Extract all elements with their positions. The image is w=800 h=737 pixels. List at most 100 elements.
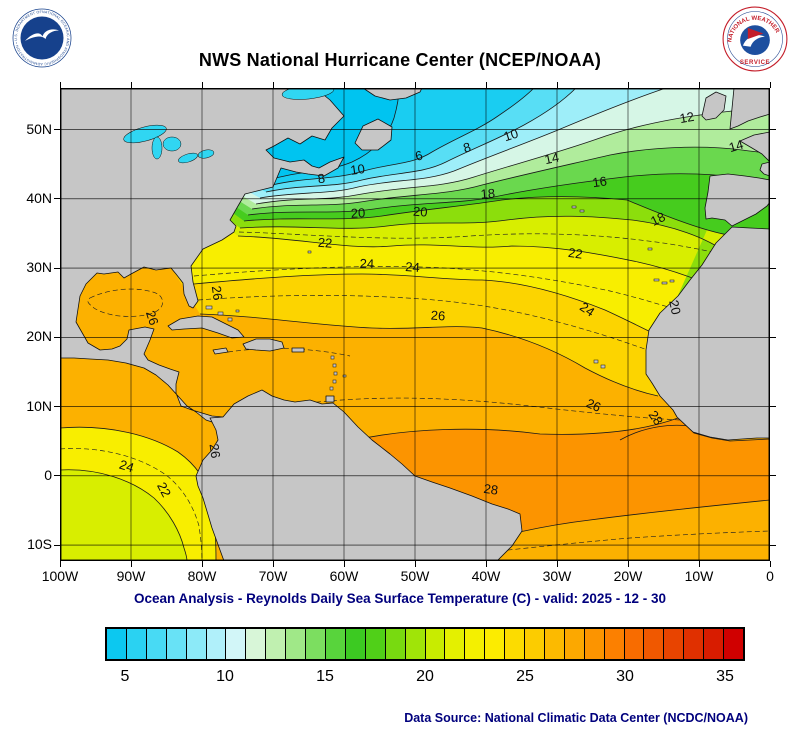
pacific-band-22 bbox=[60, 469, 187, 561]
contour-label: 26 bbox=[143, 309, 162, 327]
contour-label: 24 bbox=[117, 457, 135, 476]
colorbar-cell bbox=[564, 629, 585, 659]
noaa-logo-disc bbox=[20, 16, 64, 60]
axis-tick bbox=[770, 475, 776, 477]
axis-tick bbox=[556, 561, 558, 567]
colorbar-cell bbox=[385, 629, 406, 659]
island bbox=[227, 317, 233, 322]
contour-10 bbox=[259, 87, 667, 199]
contour-label: 8 bbox=[461, 139, 472, 155]
contour-label: 26 bbox=[584, 395, 603, 415]
colorbar-tick-label: 25 bbox=[516, 668, 534, 685]
island bbox=[571, 205, 577, 209]
contour-dashed bbox=[59, 448, 203, 562]
colorbar-cell bbox=[644, 629, 665, 659]
contour-label: 26 bbox=[207, 443, 224, 459]
colorbar-cell bbox=[345, 629, 366, 659]
contour-label: 18 bbox=[648, 209, 668, 229]
island bbox=[307, 250, 312, 254]
axis-tick bbox=[485, 561, 487, 567]
lon-tick-label: 20W bbox=[613, 568, 643, 584]
colorbar-tick-label: 20 bbox=[416, 668, 434, 685]
noaa-logo: NATIONAL OCEANIC AND ATMOSPHERIC ADMINIS… bbox=[12, 8, 72, 68]
colorbar-tick-label: 15 bbox=[316, 668, 334, 685]
colorbar-tick-label: 10 bbox=[216, 668, 234, 685]
island bbox=[330, 355, 335, 360]
island bbox=[647, 247, 653, 251]
lon-tick-label: 40W bbox=[471, 568, 501, 584]
island bbox=[333, 371, 338, 376]
lon-tick-label: 90W bbox=[116, 568, 146, 584]
lat-tick-label: 10N bbox=[26, 397, 52, 414]
colorbar-tick-labels: 5 10 15 20 25 30 35 bbox=[0, 668, 800, 690]
colorbar-cell bbox=[266, 629, 287, 659]
colorbar-cell bbox=[584, 629, 605, 659]
colorbar-tick-label: 5 bbox=[120, 668, 130, 685]
data-source: Data Source: National Climatic Data Cent… bbox=[404, 711, 748, 725]
axis-tick bbox=[343, 561, 345, 567]
colorbar-cell bbox=[306, 629, 326, 659]
lon-tick-label: 100W bbox=[41, 568, 79, 584]
colorbar-cell bbox=[425, 629, 446, 659]
island bbox=[332, 379, 337, 384]
axis-tick bbox=[698, 561, 700, 567]
contour-label: 28 bbox=[645, 408, 666, 428]
landmass bbox=[167, 315, 245, 339]
axis-tick bbox=[769, 561, 771, 567]
map-caption: Ocean Analysis - Reynolds Daily Sea Surf… bbox=[134, 591, 666, 606]
nws-swirl-icon bbox=[742, 35, 765, 47]
colorbar-cell bbox=[604, 629, 625, 659]
contour-label: 12 bbox=[678, 109, 695, 126]
contour-label: 14 bbox=[727, 137, 745, 155]
landmass bbox=[212, 347, 229, 355]
axis-tick bbox=[414, 561, 416, 567]
lon-tick-label: 0 bbox=[766, 568, 774, 584]
lat-tick-label: 30N bbox=[26, 259, 52, 276]
colorbar-cell bbox=[664, 629, 685, 659]
contour-14 bbox=[251, 146, 771, 210]
contour-label: 20 bbox=[666, 299, 684, 316]
sst-map: 6 8 8 10 10 12 14 14 16 18 18 20 20 20 22 22 24 24 24 26 26 2… bbox=[59, 84, 771, 562]
sst-map-canvas: 6 8 8 10 10 12 14 14 16 18 18 20 20 20 22 22 24 24 24 26 26 2… bbox=[59, 84, 771, 562]
colorbar-cell bbox=[465, 629, 486, 659]
landmass bbox=[291, 347, 305, 353]
contour-label: 8 bbox=[317, 171, 326, 187]
colorbar-cell bbox=[166, 629, 187, 659]
colorbar-cell bbox=[286, 629, 307, 659]
colorbar-cell bbox=[485, 629, 506, 659]
colorbar-cell bbox=[684, 629, 705, 659]
colorbar-cell bbox=[246, 629, 267, 659]
axis-tick bbox=[770, 336, 776, 338]
lon-tick-label: 60W bbox=[329, 568, 359, 584]
contour-dashed bbox=[193, 266, 771, 336]
axis-tick bbox=[59, 561, 61, 567]
nws-logo-inner-ring bbox=[727, 11, 783, 67]
colorbar-cell bbox=[146, 629, 167, 659]
axis-tick bbox=[770, 129, 776, 131]
island bbox=[332, 363, 337, 368]
colorbar-cell bbox=[445, 629, 466, 659]
contour-label: 6 bbox=[414, 147, 425, 163]
noaa-gull-icon bbox=[25, 29, 59, 41]
colorbar-cell bbox=[525, 629, 545, 659]
axis-tick bbox=[201, 561, 203, 567]
nws-logo: NATIONAL WEATHER SERVICE bbox=[722, 6, 788, 72]
lon-tick-label: 70W bbox=[258, 568, 288, 584]
contour-dashed bbox=[299, 397, 681, 421]
island bbox=[342, 374, 347, 378]
island bbox=[329, 386, 334, 391]
axis-tick bbox=[627, 561, 629, 567]
colorbar-cell bbox=[107, 629, 127, 659]
contour-8 bbox=[265, 87, 577, 193]
island bbox=[661, 281, 668, 285]
landmass bbox=[645, 226, 771, 441]
nws-pennant-icon bbox=[747, 28, 764, 39]
lat-tick-label: 50N bbox=[26, 120, 52, 137]
lon-tick-label: 80W bbox=[187, 568, 217, 584]
contour-label: 26 bbox=[209, 285, 226, 301]
island bbox=[600, 364, 606, 369]
colorbar-cell bbox=[704, 629, 725, 659]
colorbar-cell bbox=[365, 629, 386, 659]
map-frame bbox=[59, 87, 771, 562]
colorbar bbox=[105, 627, 745, 661]
